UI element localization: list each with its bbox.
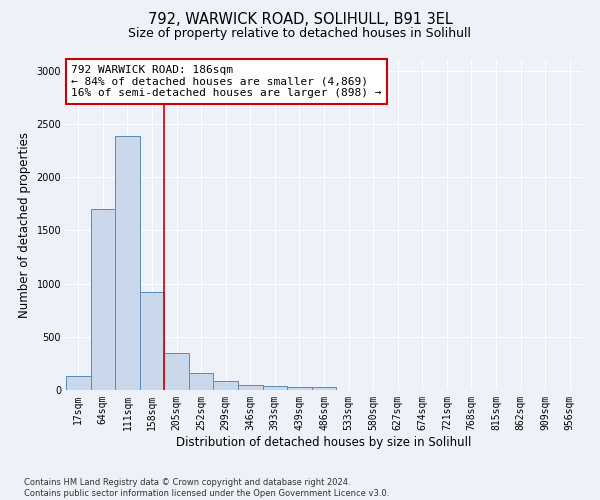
Bar [312,388,336,390]
Bar [238,384,263,390]
Bar [214,382,238,390]
Text: Size of property relative to detached houses in Solihull: Size of property relative to detached ho… [128,28,472,40]
Y-axis label: Number of detached properties: Number of detached properties [18,132,31,318]
X-axis label: Distribution of detached houses by size in Solihull: Distribution of detached houses by size … [176,436,472,448]
Bar [164,352,189,390]
Bar [263,386,287,390]
Text: Contains HM Land Registry data © Crown copyright and database right 2024.
Contai: Contains HM Land Registry data © Crown c… [24,478,389,498]
Text: 792, WARWICK ROAD, SOLIHULL, B91 3EL: 792, WARWICK ROAD, SOLIHULL, B91 3EL [148,12,452,28]
Bar [287,387,312,390]
Bar [66,376,91,390]
Bar [91,209,115,390]
Bar [115,136,140,390]
Text: 792 WARWICK ROAD: 186sqm
← 84% of detached houses are smaller (4,869)
16% of sem: 792 WARWICK ROAD: 186sqm ← 84% of detach… [71,65,382,98]
Bar [140,292,164,390]
Bar [189,373,214,390]
